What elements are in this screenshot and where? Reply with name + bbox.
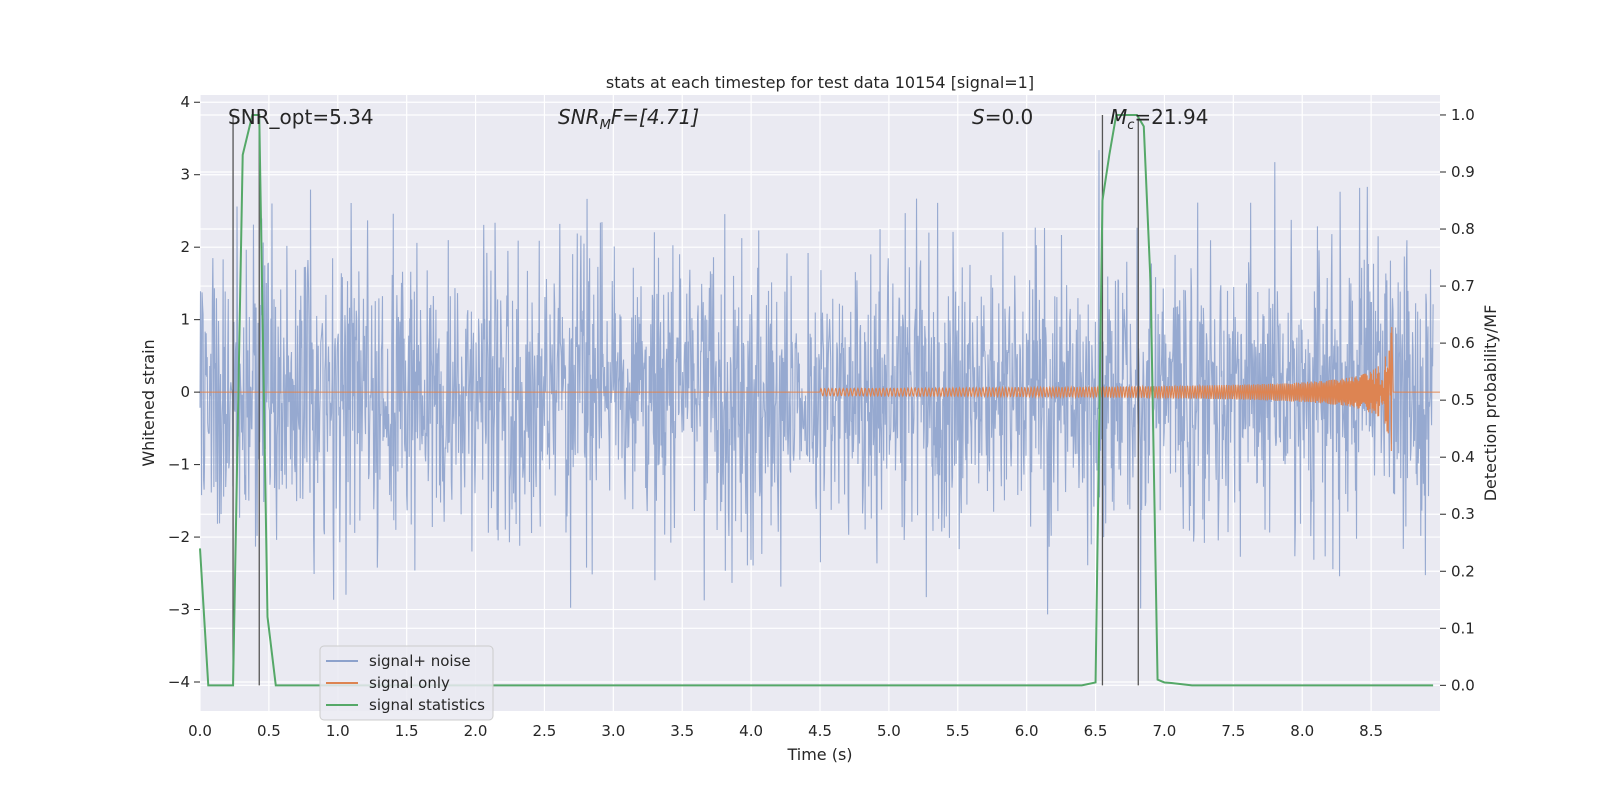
x-tick-label: 5.5 xyxy=(946,722,970,740)
tick-labels: 0.0 0.5 1.0 1.5 2.0 2.5 3.0 3.5 4.0 4.5 5.0 5.5 6.0 6… xyxy=(168,93,1475,740)
series-line-signal-only xyxy=(200,327,1440,451)
x-tick-label: 4.5 xyxy=(808,722,832,740)
y-right-tick-label: 1.0 xyxy=(1451,106,1475,124)
x-tick-label: 8.0 xyxy=(1290,722,1314,740)
chart-title: stats at each timestep for test data 101… xyxy=(606,73,1034,92)
legend: signal+ noise signal only signal statist… xyxy=(319,645,494,721)
y-right-tick-label: 0.1 xyxy=(1451,619,1475,637)
annotation-mc: Mc=21.94 xyxy=(1110,105,1208,133)
signal-statistics-series xyxy=(199,113,1434,687)
y-left-tick-label: 0 xyxy=(180,383,190,401)
legend-label-stats: signal statistics xyxy=(369,696,485,714)
series-line-signal-statistics xyxy=(199,113,1434,687)
y-left-tick-label: −2 xyxy=(168,528,190,546)
y-left-tick-label: −4 xyxy=(168,673,190,691)
x-tick-label: 2.0 xyxy=(464,722,488,740)
series-line-signal-noise xyxy=(199,150,1434,615)
x-tick-label: 7.0 xyxy=(1153,722,1177,740)
y-axis-left-label: Whitened strain xyxy=(139,339,158,466)
y-right-tick-label: 0.6 xyxy=(1451,334,1475,352)
x-tick-label: 6.0 xyxy=(1015,722,1039,740)
signal-noise-series xyxy=(199,150,1434,615)
annotation-snr-opt: SNR_opt=5.34 xyxy=(228,105,374,129)
x-tick-label: 5.0 xyxy=(877,722,901,740)
x-tick-label: 0.5 xyxy=(257,722,281,740)
y-axis-right-label: Detection probability/MF xyxy=(1481,305,1500,502)
y-right-tick-label: 0.4 xyxy=(1451,448,1475,466)
x-tick-label: 3.0 xyxy=(601,722,625,740)
legend-box xyxy=(319,645,494,721)
y-right-tick-label: 0.2 xyxy=(1451,562,1475,580)
x-tick-label: 7.5 xyxy=(1221,722,1245,740)
y-right-tick-label: 0.7 xyxy=(1451,277,1475,295)
x-tick-label: 1.0 xyxy=(326,722,350,740)
x-tick-label: 3.5 xyxy=(670,722,694,740)
x-tick-label: 6.5 xyxy=(1084,722,1108,740)
y-right-tick-label: 0.3 xyxy=(1451,505,1475,523)
x-tick-label: 0.0 xyxy=(188,722,212,740)
y-right-tick-label: 0.0 xyxy=(1451,676,1475,694)
y-left-tick-label: 1 xyxy=(180,311,190,329)
x-tick-label: 8.5 xyxy=(1359,722,1383,740)
y-right-tick-label: 0.5 xyxy=(1451,391,1475,409)
x-tick-label: 2.5 xyxy=(533,722,557,740)
y-left-tick-label: 2 xyxy=(180,238,190,256)
x-tick-label: 4.0 xyxy=(739,722,763,740)
y-right-tick-label: 0.8 xyxy=(1451,220,1475,238)
legend-label-noise: signal+ noise xyxy=(369,652,471,670)
y-right-tick-label: 0.9 xyxy=(1451,163,1475,181)
y-left-tick-label: −1 xyxy=(168,456,190,474)
x-axis-label: Time (s) xyxy=(786,745,852,764)
annotation-snr-mf: SNRMF=[4.71] xyxy=(558,105,699,133)
y-left-tick-label: −3 xyxy=(168,601,190,619)
legend-label-signal: signal only xyxy=(369,674,450,692)
signal-only-series xyxy=(200,327,1440,451)
x-tick-label: 1.5 xyxy=(395,722,419,740)
annotation-s: S=0.0 xyxy=(972,105,1033,129)
y-left-tick-label: 4 xyxy=(180,93,190,111)
y-left-tick-label: 3 xyxy=(180,166,190,184)
